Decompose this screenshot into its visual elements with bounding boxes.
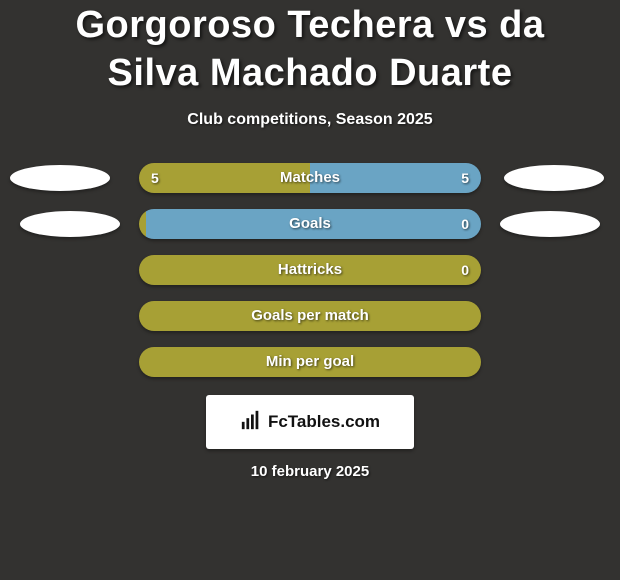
bar-segment-right (310, 163, 481, 193)
stat-bar: Goals per match (139, 301, 481, 331)
bar-segment-left (139, 209, 146, 239)
stat-bars: Matches55 Goals0 Hattricks0 Goals per match… (0, 163, 620, 377)
page-title: Gorgoroso Techera vs da Silva Machado Du… (30, 2, 590, 97)
stat-row: Goals per match (0, 301, 620, 331)
bar-segment-left (139, 347, 481, 377)
bar-segment-left (139, 301, 481, 331)
source-badge: FcTables.com (206, 395, 414, 449)
player-avatar-left (10, 165, 110, 191)
stat-row: Hattricks0 (0, 255, 620, 285)
stat-row: Min per goal (0, 347, 620, 377)
stat-row: Matches55 (0, 163, 620, 193)
stat-bar: Goals0 (139, 209, 481, 239)
stat-bar: Hattricks0 (139, 255, 481, 285)
source-text: FcTables.com (268, 412, 380, 432)
bar-segment-left (139, 163, 310, 193)
player-avatar-right (504, 165, 604, 191)
player-avatar-left (20, 211, 120, 237)
bar-segment-left (139, 255, 481, 285)
comparison-panel: Gorgoroso Techera vs da Silva Machado Du… (0, 0, 620, 580)
stat-bar: Min per goal (139, 347, 481, 377)
chart-icon (240, 409, 262, 436)
stat-bar: Matches55 (139, 163, 481, 193)
stat-row: Goals0 (0, 209, 620, 239)
subtitle: Club competitions, Season 2025 (187, 111, 432, 129)
footer-date: 10 february 2025 (251, 463, 369, 480)
bar-segment-right (146, 209, 481, 239)
player-avatar-right (500, 211, 600, 237)
